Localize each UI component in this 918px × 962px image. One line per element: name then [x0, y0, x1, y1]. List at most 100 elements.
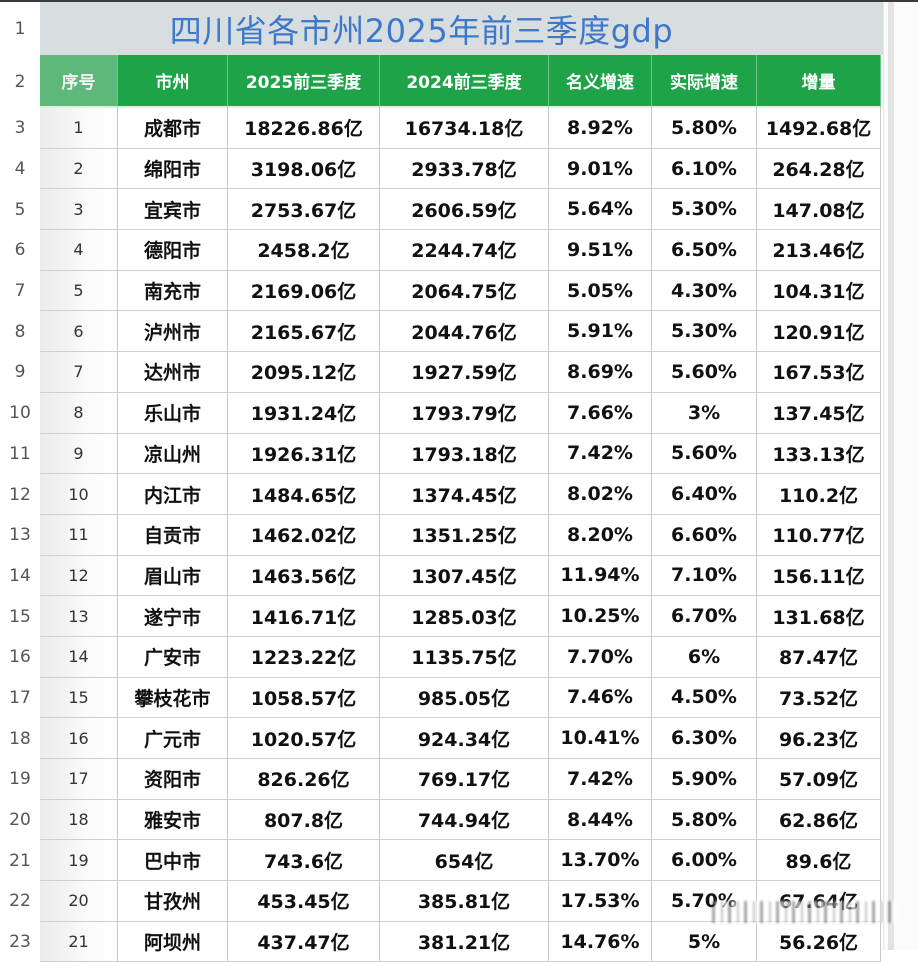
cell-index[interactable]: 20 [40, 881, 118, 922]
cell-index[interactable]: 15 [40, 677, 118, 719]
cell-city[interactable]: 乐山市 [118, 392, 228, 434]
cell-city[interactable]: 巴中市 [118, 840, 228, 882]
cell-gdp-2025[interactable]: 437.47亿 [228, 921, 380, 962]
cell-nominal-growth[interactable]: 7.46% [549, 677, 652, 719]
row-header[interactable]: 11 [0, 433, 40, 475]
cell-gdp-2025[interactable]: 807.8亿 [228, 799, 380, 841]
cell-increase[interactable]: 137.45亿 [757, 392, 881, 434]
cell-real-growth[interactable]: 6.60% [652, 514, 757, 556]
row-header[interactable]: 10 [0, 392, 40, 434]
cell-gdp-2024[interactable]: 16734.18亿 [380, 108, 549, 149]
cell-city[interactable]: 攀枝花市 [118, 677, 228, 719]
cell-city[interactable]: 德阳市 [118, 230, 228, 271]
cell-increase[interactable]: 87.47亿 [757, 636, 881, 678]
cell-gdp-2025[interactable]: 743.6亿 [228, 840, 380, 882]
cell-nominal-growth[interactable]: 7.42% [549, 433, 652, 475]
cell-real-growth[interactable]: 6.10% [652, 148, 757, 190]
cell-gdp-2024[interactable]: 2064.75亿 [380, 270, 549, 312]
row-header[interactable]: 20 [0, 799, 40, 841]
cell-nominal-growth[interactable]: 10.25% [549, 596, 652, 637]
row-header[interactable]: 4 [0, 148, 40, 190]
cell-nominal-growth[interactable]: 8.92% [549, 108, 652, 149]
cell-gdp-2025[interactable]: 18226.86亿 [228, 108, 380, 149]
cell-gdp-2024[interactable]: 1374.45亿 [380, 474, 549, 515]
row-header[interactable]: 7 [0, 270, 40, 312]
cell-nominal-growth[interactable]: 9.51% [549, 230, 652, 271]
cell-city[interactable]: 眉山市 [118, 555, 228, 597]
cell-nominal-growth[interactable]: 7.66% [549, 392, 652, 434]
cell-index[interactable]: 10 [40, 474, 118, 515]
cell-index[interactable]: 12 [40, 555, 118, 597]
cell-gdp-2025[interactable]: 1463.56亿 [228, 555, 380, 597]
header-increase[interactable]: 增量 [757, 55, 881, 108]
vertical-scrollbar[interactable] [883, 2, 918, 950]
cell-gdp-2025[interactable]: 3198.06亿 [228, 148, 380, 190]
scrollbar-track[interactable] [888, 2, 894, 950]
cell-gdp-2025[interactable]: 453.45亿 [228, 881, 380, 922]
cell-index[interactable]: 4 [40, 230, 118, 271]
cell-increase[interactable]: 110.77亿 [757, 514, 881, 556]
cell-real-growth[interactable]: 5.90% [652, 759, 757, 800]
cell-gdp-2025[interactable]: 2095.12亿 [228, 352, 380, 393]
cell-nominal-growth[interactable]: 8.02% [549, 474, 652, 515]
row-header[interactable]: 23 [0, 921, 40, 962]
cell-index[interactable]: 2 [40, 148, 118, 190]
cell-nominal-growth[interactable]: 17.53% [549, 881, 652, 922]
header-index[interactable]: 序号 [40, 55, 118, 108]
cell-real-growth[interactable]: 4.50% [652, 677, 757, 719]
cell-real-growth[interactable]: 5.80% [652, 108, 757, 149]
cell-index[interactable]: 14 [40, 636, 118, 678]
cell-index[interactable]: 3 [40, 189, 118, 231]
cell-increase[interactable]: 56.26亿 [757, 921, 881, 962]
cell-city[interactable]: 泸州市 [118, 311, 228, 353]
cell-real-growth[interactable]: 5.80% [652, 799, 757, 841]
cell-increase[interactable]: 104.31亿 [757, 270, 881, 312]
row-header[interactable]: 2 [0, 55, 40, 108]
cell-increase[interactable]: 96.23亿 [757, 718, 881, 759]
cell-gdp-2025[interactable]: 1931.24亿 [228, 392, 380, 434]
cell-nominal-growth[interactable]: 7.42% [549, 759, 652, 800]
header-gdp-2025[interactable]: 2025前三季度 [228, 55, 380, 108]
cell-gdp-2025[interactable]: 2169.06亿 [228, 270, 380, 312]
cell-gdp-2024[interactable]: 381.21亿 [380, 921, 549, 962]
cell-real-growth[interactable]: 6% [652, 636, 757, 678]
cell-increase[interactable]: 147.08亿 [757, 189, 881, 231]
cell-real-growth[interactable]: 4.30% [652, 270, 757, 312]
cell-index[interactable]: 7 [40, 352, 118, 393]
cell-city[interactable]: 达州市 [118, 352, 228, 393]
cell-index[interactable]: 19 [40, 840, 118, 882]
cell-gdp-2024[interactable]: 1793.79亿 [380, 392, 549, 434]
cell-increase[interactable]: 1492.68亿 [757, 108, 881, 149]
cell-index[interactable]: 17 [40, 759, 118, 800]
cell-real-growth[interactable]: 5.60% [652, 433, 757, 475]
cell-index[interactable]: 11 [40, 514, 118, 556]
cell-increase[interactable]: 131.68亿 [757, 596, 881, 637]
cell-city[interactable]: 成都市 [118, 108, 228, 149]
cell-index[interactable]: 8 [40, 392, 118, 434]
row-header[interactable]: 8 [0, 311, 40, 353]
cell-nominal-growth[interactable]: 11.94% [549, 555, 652, 597]
row-header[interactable]: 18 [0, 718, 40, 759]
cell-city[interactable]: 宜宾市 [118, 189, 228, 231]
cell-nominal-growth[interactable]: 8.69% [549, 352, 652, 393]
cell-gdp-2025[interactable]: 1416.71亿 [228, 596, 380, 637]
cell-real-growth[interactable]: 5.30% [652, 311, 757, 353]
cell-city[interactable]: 广安市 [118, 636, 228, 678]
cell-nominal-growth[interactable]: 5.05% [549, 270, 652, 312]
row-header[interactable]: 21 [0, 840, 40, 882]
cell-index[interactable]: 18 [40, 799, 118, 841]
cell-nominal-growth[interactable]: 5.91% [549, 311, 652, 353]
cell-gdp-2024[interactable]: 2933.78亿 [380, 148, 549, 190]
cell-gdp-2025[interactable]: 826.26亿 [228, 759, 380, 800]
cell-nominal-growth[interactable]: 5.64% [549, 189, 652, 231]
cell-gdp-2025[interactable]: 1020.57亿 [228, 718, 380, 759]
cell-real-growth[interactable]: 6.30% [652, 718, 757, 759]
cell-index[interactable]: 6 [40, 311, 118, 353]
cell-real-growth[interactable]: 6.70% [652, 596, 757, 637]
row-header[interactable]: 15 [0, 596, 40, 637]
cell-real-growth[interactable]: 6.40% [652, 474, 757, 515]
row-header[interactable]: 6 [0, 230, 40, 271]
cell-gdp-2025[interactable]: 1058.57亿 [228, 677, 380, 719]
row-header[interactable]: 5 [0, 189, 40, 231]
cell-city[interactable]: 绵阳市 [118, 148, 228, 190]
